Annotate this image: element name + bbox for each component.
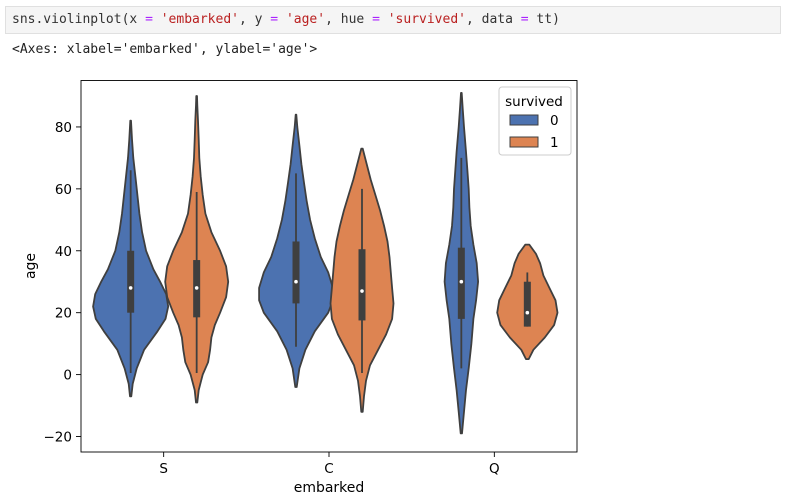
legend-swatch-0 [509, 114, 539, 126]
x-axis-label: embarked [294, 480, 365, 496]
code-op: = [520, 12, 529, 27]
code-str-y: 'age' [278, 12, 326, 27]
violin-median-dot [360, 289, 364, 293]
cell-output-text: <Axes: xlabel='embarked', ylabel='age'> [12, 42, 318, 57]
violin-iqr-box [358, 249, 366, 321]
code-kw-hue: hue [340, 12, 373, 27]
legend-title: survived [505, 94, 563, 110]
y-axis: −20 0 20 40 60 80 [44, 120, 81, 446]
violin-median-dot [294, 279, 298, 284]
x-tick-label: Q [489, 461, 500, 477]
code-kw-data: data [481, 12, 521, 27]
code-str-hue: 'survived' [379, 12, 466, 27]
violins-layer [92, 92, 559, 435]
code-kw-y: y [254, 12, 271, 27]
x-tick-label: S [159, 461, 168, 477]
code-op: = [372, 12, 380, 27]
x-tick-label: C [324, 461, 333, 477]
code-input-cell[interactable]: sns.violinplot(x = 'embarked', y = 'age'… [5, 6, 781, 34]
legend-swatch-1 [509, 136, 539, 148]
code-op: = [145, 12, 153, 27]
code-kw-x: x [129, 12, 146, 27]
code-fn: sns.violinplot( [12, 12, 130, 27]
legend-label-0: 0 [550, 113, 559, 129]
y-tick-label: 80 [55, 120, 72, 136]
violin-median-dot [525, 310, 530, 315]
violin-median-dot [128, 286, 133, 290]
violin-median-dot [459, 279, 464, 284]
violin-iqr-box [292, 241, 300, 304]
code-sep: , [325, 12, 341, 27]
violin-iqr-box [523, 281, 531, 327]
code-op: = [270, 12, 279, 27]
y-tick-label: 40 [55, 244, 72, 260]
violin-iqr-box [127, 250, 135, 313]
legend-label-1: 1 [550, 135, 559, 151]
code-sep: , [238, 12, 255, 27]
code-data-value: tt) [528, 12, 560, 27]
code-str-x: 'embarked' [152, 12, 239, 27]
legend: survived 0 1 [498, 86, 572, 156]
violin-median-dot [194, 286, 199, 290]
y-tick-label: 0 [63, 368, 72, 384]
y-tick-label: 60 [55, 182, 72, 198]
code-sep: , [465, 12, 482, 27]
y-tick-label: 20 [55, 306, 72, 322]
y-axis-label: age [23, 253, 39, 279]
y-tick-label: −20 [44, 430, 73, 446]
